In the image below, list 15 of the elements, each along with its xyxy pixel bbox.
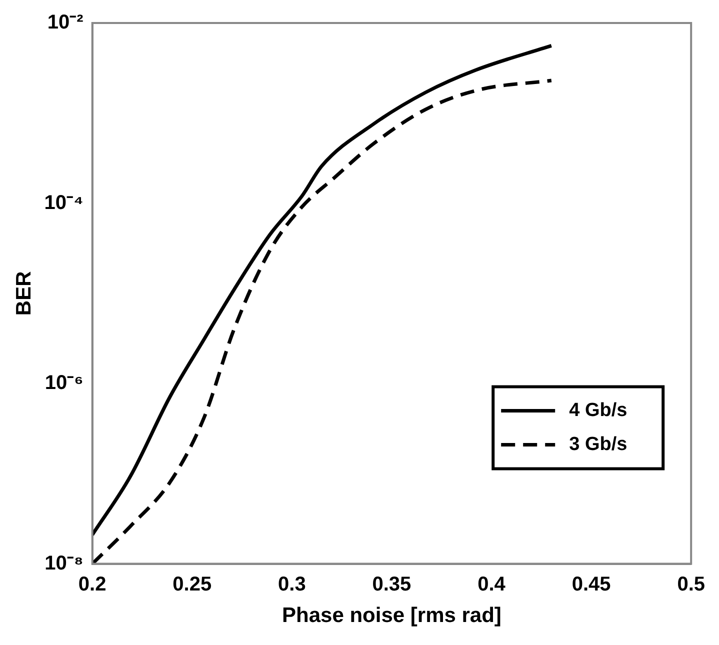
- y-axis-title: BER: [12, 271, 36, 316]
- x-tick-label: 0.25: [172, 573, 212, 596]
- x-tick-label: 0.35: [372, 573, 412, 596]
- y-tick-label: 10⁻²: [47, 12, 84, 34]
- x-tick-label: 0.4: [478, 573, 506, 596]
- y-tick-label: 10⁻⁶: [44, 372, 84, 394]
- legend-label: 4 Gb/s: [569, 400, 628, 422]
- legend-label: 3 Gb/s: [569, 434, 628, 456]
- x-tick-label: 0.45: [572, 573, 611, 596]
- y-tick-label: 10⁻⁴: [44, 192, 84, 214]
- x-tick-label: 0.5: [677, 573, 706, 596]
- y-tick-label: 10⁻⁸: [44, 552, 84, 574]
- x-tick-label: 0.3: [278, 573, 306, 596]
- x-tick-label: 0.2: [78, 573, 106, 596]
- x-axis-title: Phase noise [rms rad]: [282, 604, 502, 628]
